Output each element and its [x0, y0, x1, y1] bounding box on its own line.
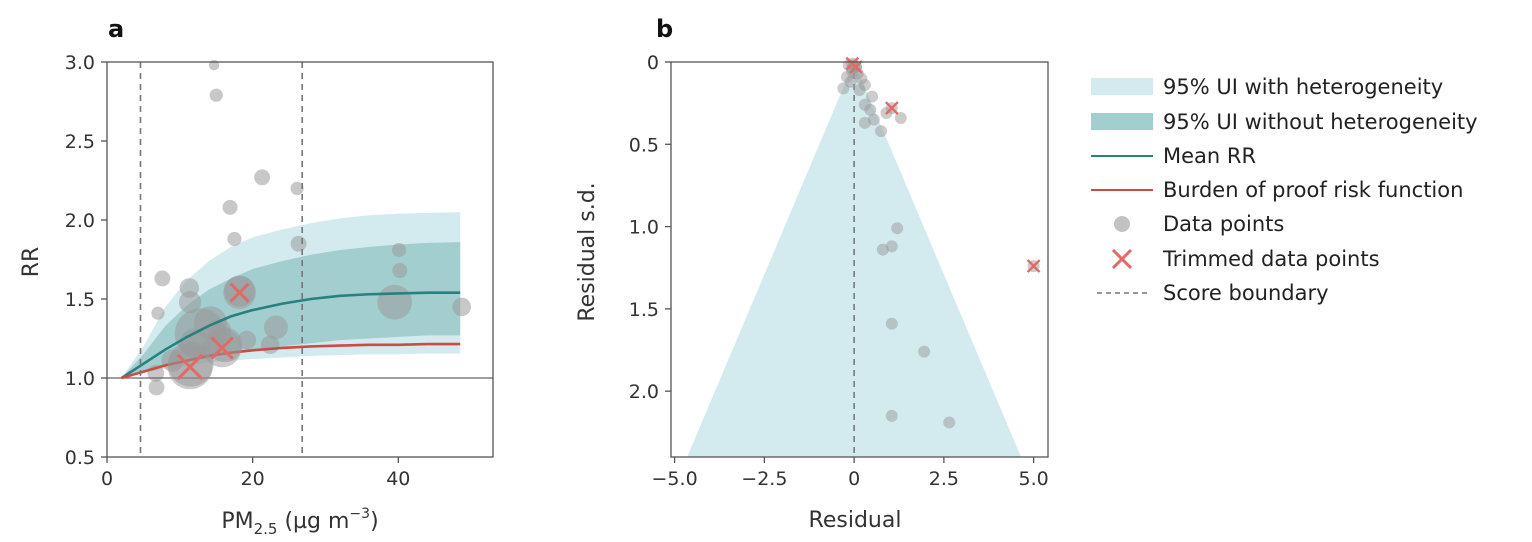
- panel-b-x-axis-label: Residual: [809, 508, 902, 533]
- panel-a-trimmed-points: [167, 276, 256, 390]
- data-point: [377, 284, 413, 320]
- legend-label-with-het: 95% UI with heterogeneity: [1163, 75, 1443, 99]
- panel-b-chart: b −5.0 −2.5 0 2.5 5.0 0 0.5 1.0 1.5 2.0 Residual…: [575, 15, 1049, 533]
- y-tick-label: 0.5: [629, 134, 659, 156]
- legend-label-trimmed: Trimmed data points: [1162, 247, 1380, 271]
- x-tick-label: 40: [386, 468, 410, 490]
- panel-b-y-axis-label: Residual s.d.: [575, 182, 600, 321]
- trimmed-cross-b: [210, 336, 234, 360]
- data-point: [227, 231, 242, 247]
- trimmed-cross-b: [1026, 259, 1041, 273]
- data-point: [853, 83, 866, 96]
- x-tick-label: −5.0: [652, 468, 698, 490]
- legend-label-data-points: Data points: [1163, 212, 1284, 236]
- funnel-triangle: [687, 62, 1022, 457]
- trimmed-point: [167, 344, 213, 390]
- y-tick-label: 1.5: [65, 289, 95, 311]
- x-tick-label: 0: [101, 468, 113, 490]
- data-point: [864, 103, 877, 116]
- data-point: [392, 263, 408, 279]
- y-tick-label: 2.0: [65, 210, 95, 232]
- trimmed-cross-b: [884, 101, 899, 115]
- x-label-main: PM: [221, 509, 253, 534]
- trimmed-cross-b: [849, 60, 863, 74]
- legend-label-without-het: 95% UI without heterogeneity: [1163, 110, 1478, 134]
- legend-label-boundary: Score boundary: [1163, 281, 1329, 305]
- panel-a-y-ticks: 0.5 1.0 1.5 2.0 2.5 3.0: [65, 52, 107, 469]
- data-point: [290, 235, 307, 252]
- y-tick-label: 1.5: [629, 299, 659, 321]
- panel-b-trimmed-points: [845, 56, 1041, 273]
- panel-a-x-ticks: 0 20 40: [101, 457, 410, 490]
- trimmed-point: [1026, 259, 1041, 273]
- legend: 95% UI with heterogeneity 95% UI without…: [1091, 75, 1478, 305]
- legend-label-mean-rr: Mean RR: [1163, 144, 1256, 168]
- data-point: [866, 90, 879, 103]
- data-point: [875, 125, 888, 138]
- legend-swatch-without-het: [1091, 113, 1153, 130]
- panel-b-label: b: [656, 15, 673, 43]
- data-point: [237, 330, 257, 350]
- panel-b-frame: [670, 61, 1049, 458]
- data-point: [918, 345, 931, 358]
- legend-swatch-data-points: [1114, 216, 1130, 232]
- data-point: [222, 199, 238, 215]
- funnel-region: [687, 62, 1022, 457]
- data-point: [209, 88, 223, 102]
- data-point: [891, 222, 904, 235]
- x-tick-label: 20: [241, 468, 265, 490]
- data-point: [837, 82, 850, 95]
- data-point: [148, 379, 165, 396]
- data-point: [290, 181, 304, 195]
- x-label-close: ): [370, 509, 379, 534]
- x-tick-label: 2.5: [929, 468, 959, 490]
- data-point: [154, 270, 171, 287]
- x-label-sup: −3: [349, 506, 370, 522]
- trimmed-point: [849, 60, 863, 74]
- panel-a-y-axis-label: RR: [19, 247, 44, 278]
- legend-swatch-with-het: [1091, 78, 1153, 95]
- data-point: [885, 409, 898, 422]
- panel-a-chart: a 0 20 40 0.51.01.52.02.53.0 PM2.5 (µg m−3…: [19, 15, 494, 538]
- legend-swatch-trimmed: [1111, 248, 1133, 270]
- data-point: [391, 242, 407, 258]
- y-tick-label: 0: [647, 52, 659, 74]
- data-point: [885, 317, 898, 330]
- trimmed-cross-b: [229, 282, 250, 303]
- trimmed-cross-b: [176, 353, 204, 381]
- y-tick-label: 1.0: [629, 217, 659, 239]
- data-point: [943, 416, 956, 429]
- panel-a-label: a: [108, 15, 124, 43]
- data-point: [858, 116, 871, 129]
- data-point: [876, 243, 889, 256]
- data-point: [263, 315, 288, 340]
- trimmed-point: [223, 276, 256, 310]
- data-point: [894, 111, 907, 124]
- x-label-sub: 2.5: [254, 520, 278, 538]
- data-point: [254, 169, 271, 186]
- panel-a-x-axis-label: PM2.5 (µg m−3): [221, 506, 378, 538]
- x-tick-label: −2.5: [741, 468, 787, 490]
- y-tick-label: 2.5: [65, 131, 95, 153]
- panel-a-frame: [106, 61, 494, 458]
- mean-rr-line: [120, 291, 461, 380]
- y-tick-label: 1.0: [65, 368, 95, 390]
- data-point: [452, 297, 471, 317]
- trimmed-point: [202, 328, 242, 368]
- x-label-unit: (µg m: [277, 509, 349, 534]
- y-tick-label: 3.0: [65, 52, 95, 74]
- legend-label-burden: Burden of proof risk function: [1163, 178, 1463, 202]
- y-tick-label: 2.0: [629, 381, 659, 403]
- x-tick-label: 0: [848, 468, 860, 490]
- x-tick-label: 5.0: [1019, 468, 1049, 490]
- data-point: [178, 291, 202, 314]
- panel-b-x-ticks: −5.0 −2.5 0 2.5 5.0: [652, 457, 1049, 490]
- trimmed-point: [884, 101, 899, 115]
- panel-b-y-ticks: 0 0.5 1.0 1.5 2.0: [629, 52, 671, 403]
- y-tick-label: 0.5: [65, 447, 95, 469]
- data-point: [151, 306, 165, 320]
